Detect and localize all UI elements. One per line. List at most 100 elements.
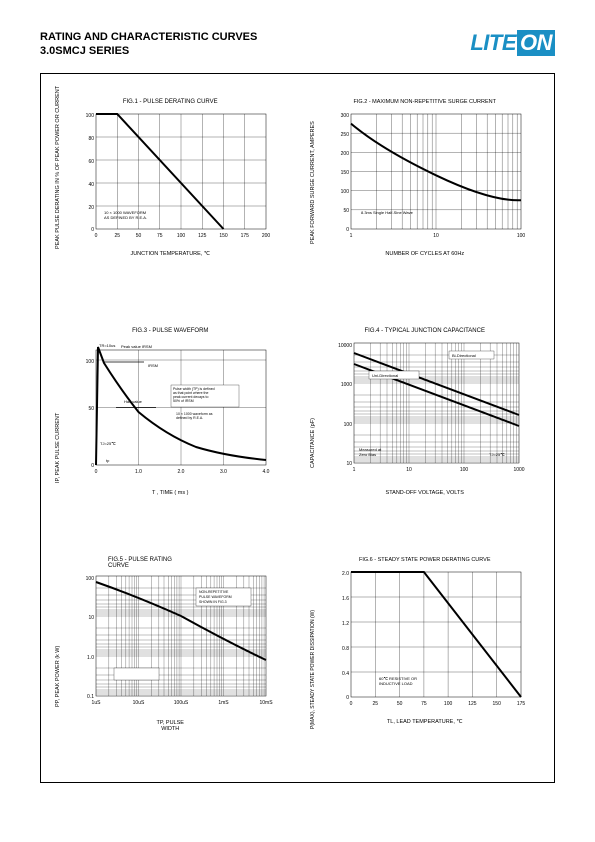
svg-text:TJ=25℃: TJ=25℃	[489, 452, 505, 457]
svg-text:150: 150	[219, 233, 228, 239]
fig2-ylabel: PEAK FORWARD SURGE CURRENT, AMPERES	[310, 121, 316, 244]
svg-text:1uS: 1uS	[92, 700, 102, 706]
svg-text:SHOWN IN FIG.3: SHOWN IN FIG.3	[199, 600, 227, 604]
svg-text:10: 10	[406, 467, 412, 473]
svg-text:IRSM: IRSM	[148, 363, 158, 368]
fig1-cell: FIG.1 - PULSE DERATING CURVE PEAK PULSE …	[53, 99, 288, 298]
svg-text:250: 250	[340, 132, 349, 138]
svg-text:175: 175	[241, 233, 250, 239]
title-line2: 3.0SMCJ SERIES	[40, 44, 257, 58]
fig2-chart: 300250200150100500 110100 8.3ms Single H…	[326, 109, 541, 249]
svg-text:0: 0	[349, 701, 352, 707]
charts-frame: FIG.1 - PULSE DERATING CURVE PEAK PULSE …	[40, 73, 555, 783]
fig4-xlabel: STAND-OFF VOLTAGE, VOLTS	[308, 490, 543, 496]
fig6-chart: 2.01.61.20.80.40 0255075100125150175 60℃…	[326, 567, 541, 717]
fig1-chart: 100806040200 0255075100125150175200 10 ×…	[71, 109, 286, 249]
svg-text:2.0: 2.0	[342, 571, 349, 577]
svg-text:NON-REPETITIVE: NON-REPETITIVE	[199, 590, 229, 594]
fig3-title: FIG.3 - PULSE WAVEFORM	[53, 328, 288, 334]
svg-text:100: 100	[86, 576, 95, 582]
svg-text:60: 60	[88, 159, 94, 165]
svg-text:INDUCTIVE LOAD: INDUCTIVE LOAD	[379, 681, 413, 686]
svg-text:100: 100	[343, 422, 352, 428]
svg-text:25: 25	[114, 233, 120, 239]
svg-text:1mS: 1mS	[218, 700, 229, 706]
fig5-title: FIG.5 - PULSE RATING CURVE	[108, 557, 288, 569]
title-block: RATING AND CHARACTERISTIC CURVES 3.0SMCJ…	[40, 30, 257, 59]
svg-text:10: 10	[433, 233, 439, 239]
svg-text:defined by R.E.A.: defined by R.E.A.	[176, 416, 203, 420]
fig6-ylabel: P(MAX), STEADY STATE POWER DISSIPATION (…	[310, 610, 316, 729]
svg-text:10: 10	[88, 615, 94, 621]
svg-text:Bi-Directional: Bi-Directional	[452, 353, 476, 358]
svg-text:200: 200	[340, 151, 349, 157]
svg-text:4.0: 4.0	[263, 469, 270, 475]
svg-text:1.6: 1.6	[342, 596, 349, 602]
svg-text:100: 100	[86, 113, 95, 119]
svg-text:40: 40	[88, 182, 94, 188]
svg-text:100: 100	[177, 233, 186, 239]
svg-text:50: 50	[88, 406, 94, 412]
svg-text:100: 100	[516, 233, 525, 239]
fig4-title: FIG.4 - TYPICAL JUNCTION CAPACITANCE	[308, 328, 543, 334]
logo-on: ON	[517, 30, 555, 56]
fig4-ylabel: CAPACITANCE (pF)	[310, 418, 316, 468]
svg-text:125: 125	[198, 233, 207, 239]
svg-text:1.0: 1.0	[87, 655, 94, 661]
svg-text:0: 0	[95, 469, 98, 475]
fig2-note: 8.3ms Single Half-Sine Wave	[361, 210, 414, 215]
svg-text:0.4: 0.4	[342, 671, 349, 677]
fig5-chart: 100101.00.1 1uS10uS100uS1mS10mS NON-REPE…	[71, 573, 286, 718]
fig1-ylabel: PEAK PULSE DERATING IN % OF PEAK POWER O…	[55, 86, 61, 249]
fig4-chart: 10000100010010 1101001000 Bi-Directional…	[326, 338, 541, 488]
svg-text:25: 25	[372, 701, 378, 707]
svg-text:100uS: 100uS	[174, 700, 189, 706]
fig6-title: FIG.6 - STEADY STATE POWER DERATING CURV…	[308, 557, 543, 563]
svg-text:1.0: 1.0	[135, 469, 142, 475]
fig2-cell: FIG.2 - MAXIMUM NON-REPETITIVE SURGE CUR…	[308, 99, 543, 298]
svg-text:300: 300	[340, 113, 349, 119]
svg-text:PULSE WAVEFORM: PULSE WAVEFORM	[199, 595, 232, 599]
svg-text:75: 75	[157, 233, 163, 239]
fig2-title: FIG.2 - MAXIMUM NON-REPETITIVE SURGE CUR…	[308, 99, 543, 105]
svg-text:80: 80	[88, 136, 94, 142]
svg-text:1: 1	[349, 233, 352, 239]
logo-lite: LITE	[470, 30, 516, 56]
fig5-ylabel: PP, PEAK POWER (k W)	[55, 646, 61, 707]
fig3-ylabel: IP, PEAK PULSE CURRENT	[55, 413, 61, 483]
svg-text:AS DEFINED BY R.E.A.: AS DEFINED BY R.E.A.	[104, 215, 147, 220]
fig3-chart: 100500 01.02.03.04.0 TR=10us Peak value …	[71, 338, 286, 488]
svg-text:100: 100	[340, 189, 349, 195]
svg-text:10mS: 10mS	[259, 700, 273, 706]
svg-text:100: 100	[459, 467, 468, 473]
svg-text:50% of IRSM: 50% of IRSM	[173, 399, 194, 403]
svg-text:Uni-Directional: Uni-Directional	[372, 373, 398, 378]
fig5-xlabel: TP, PULSE WIDTH	[53, 720, 288, 732]
fig6-xlabel: TL, LEAD TEMPERATURE, ℃	[308, 719, 543, 725]
svg-text:50: 50	[136, 233, 142, 239]
svg-text:TJ=25℃: TJ=25℃	[100, 441, 116, 446]
svg-text:1000: 1000	[340, 382, 351, 388]
svg-text:150: 150	[340, 170, 349, 176]
svg-text:Peak value IRSM: Peak value IRSM	[121, 344, 152, 349]
page-header: RATING AND CHARACTERISTIC CURVES 3.0SMCJ…	[40, 30, 555, 59]
svg-text:10uS: 10uS	[133, 700, 145, 706]
svg-text:TR=10us: TR=10us	[99, 343, 115, 348]
svg-text:0: 0	[95, 233, 98, 239]
svg-text:150: 150	[492, 701, 501, 707]
fig2-xlabel: NUMBER OF CYCLES AT 60Hz	[308, 251, 543, 257]
svg-text:200: 200	[262, 233, 271, 239]
svg-text:3.0: 3.0	[220, 469, 227, 475]
fig3-xlabel: T , TIME ( ms )	[53, 490, 288, 496]
fig1-xlabel: JUNCTION TEMPERATURE, ℃	[53, 251, 288, 257]
svg-text:Half value: Half value	[124, 399, 143, 404]
svg-text:75: 75	[421, 701, 427, 707]
svg-text:100: 100	[443, 701, 452, 707]
svg-text:50: 50	[396, 701, 402, 707]
svg-text:Zero Bias: Zero Bias	[359, 452, 376, 457]
title-line1: RATING AND CHARACTERISTIC CURVES	[40, 30, 257, 44]
svg-text:100: 100	[86, 359, 95, 365]
svg-text:1.2: 1.2	[342, 621, 349, 627]
svg-text:10000: 10000	[338, 343, 352, 349]
fig3-cell: FIG.3 - PULSE WAVEFORM IP, PEAK PULSE CU…	[53, 328, 288, 527]
